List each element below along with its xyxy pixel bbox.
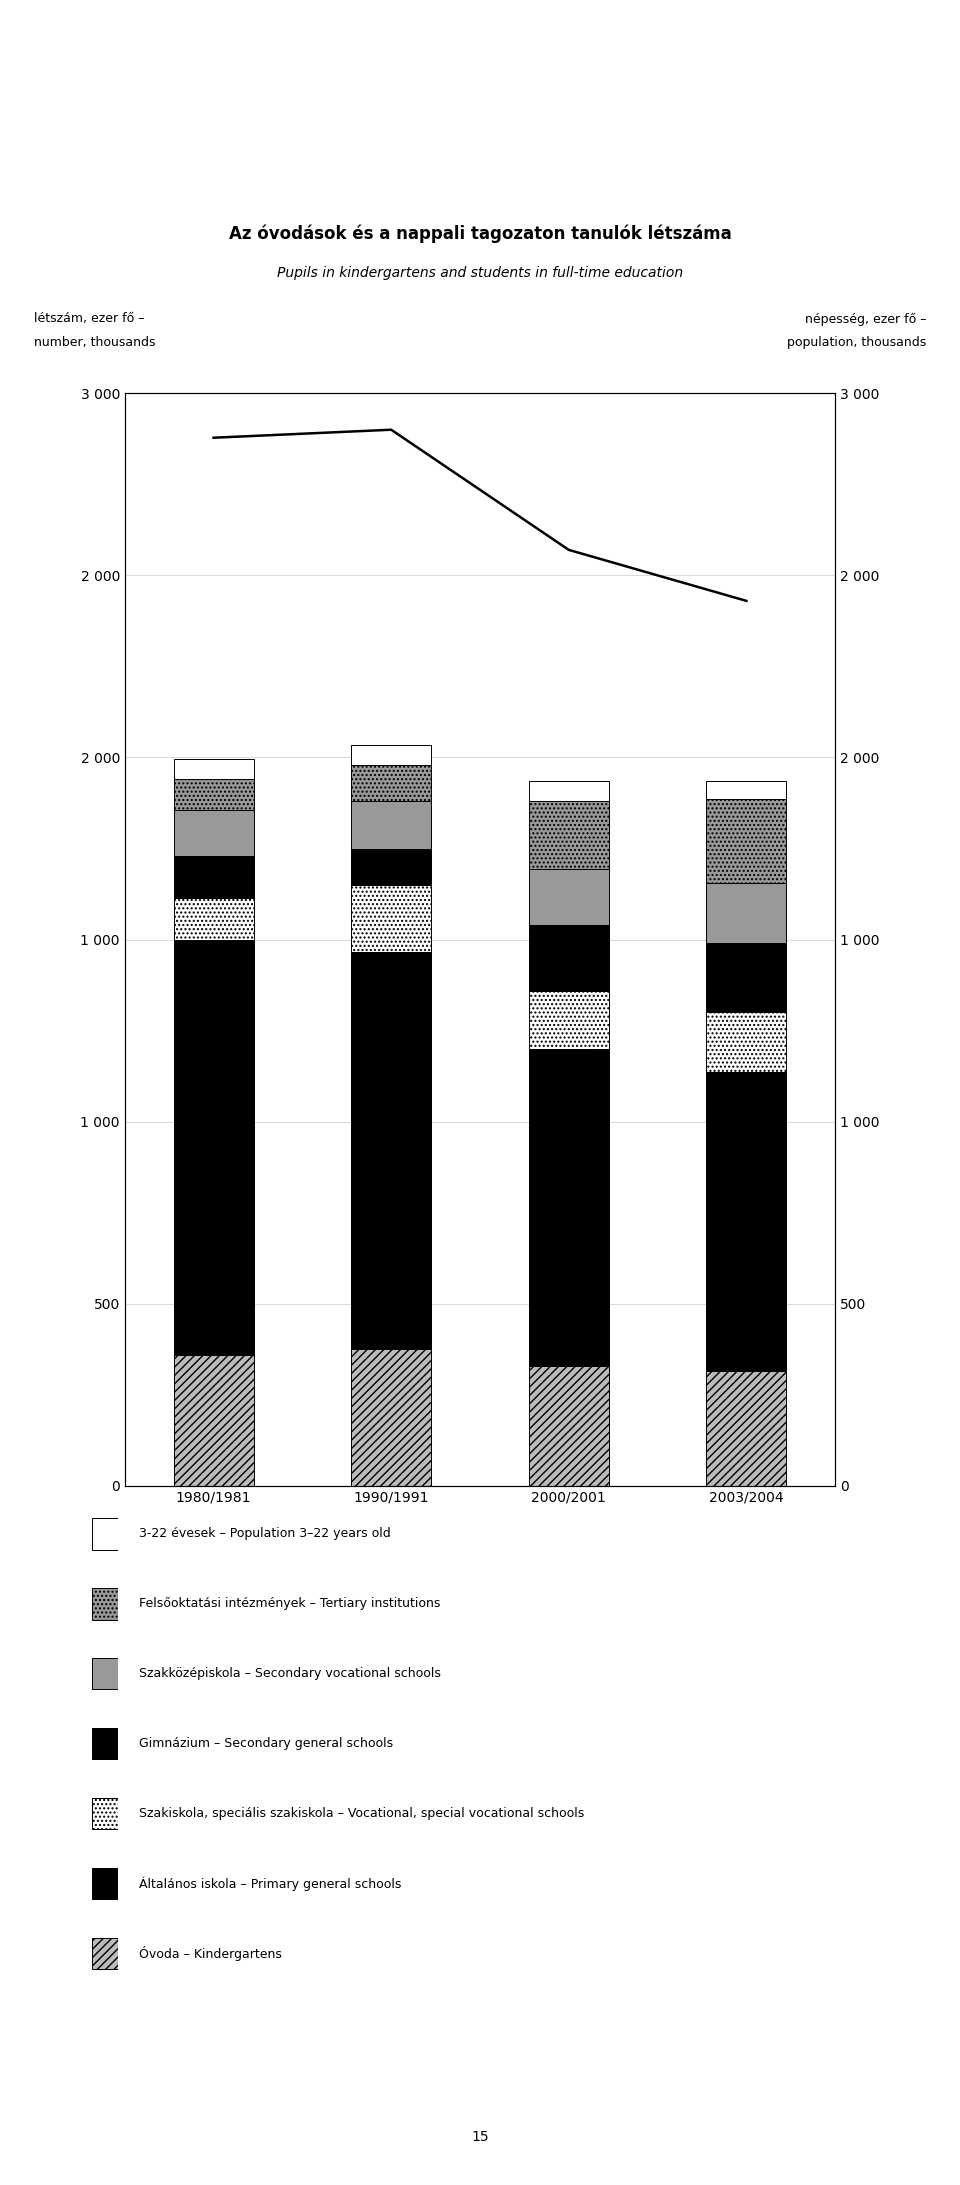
Bar: [707, 883, 786, 944]
Bar: [351, 953, 431, 1348]
Bar: [529, 1366, 609, 1486]
Bar: [351, 802, 431, 848]
Bar: [707, 1372, 786, 1486]
Text: Gimnázium – Secondary general schools: Gimnázium – Secondary general schools: [139, 1737, 394, 1750]
Text: Az óvodások és a nappali tagozaton tanulók létszáma: Az óvodások és a nappali tagozaton tanul…: [228, 225, 732, 243]
Bar: [174, 811, 253, 857]
Bar: [174, 780, 253, 811]
Text: population, thousands: population, thousands: [787, 336, 926, 350]
Text: Felsőoktatási intézmények – Tertiary institutions: Felsőoktatási intézmények – Tertiary ins…: [139, 1597, 441, 1610]
Bar: [529, 802, 609, 867]
Text: népesség, ezer fő –: népesség, ezer fő –: [804, 312, 926, 326]
Text: number, thousands: number, thousands: [34, 336, 156, 350]
Bar: [707, 800, 786, 883]
Bar: [351, 885, 431, 953]
Bar: [174, 940, 253, 1355]
Bar: [707, 1012, 786, 1073]
Text: 15: 15: [471, 2130, 489, 2143]
Bar: [174, 898, 253, 940]
Bar: [707, 944, 786, 1012]
Bar: [529, 867, 609, 924]
Bar: [529, 924, 609, 990]
Bar: [174, 758, 253, 780]
Text: Óvoda – Kindergartens: Óvoda – Kindergartens: [139, 1947, 282, 1960]
Bar: [351, 1348, 431, 1486]
Bar: [707, 1073, 786, 1372]
Bar: [529, 780, 609, 802]
Bar: [529, 1049, 609, 1366]
Bar: [351, 765, 431, 802]
Bar: [351, 848, 431, 885]
Bar: [174, 1355, 253, 1486]
Bar: [707, 782, 786, 800]
Text: Szakiskola, speciális szakiskola – Vocational, special vocational schools: Szakiskola, speciális szakiskola – Vocat…: [139, 1807, 585, 1820]
Text: Általános iskola – Primary general schools: Általános iskola – Primary general schoo…: [139, 1877, 401, 1890]
Bar: [529, 990, 609, 1049]
Text: létszám, ezer fő –: létszám, ezer fő –: [34, 312, 144, 326]
Text: Pupils in kindergartens and students in full-time education: Pupils in kindergartens and students in …: [276, 267, 684, 280]
Text: 3-22 évesek – Population 3–22 years old: 3-22 évesek – Population 3–22 years old: [139, 1527, 391, 1540]
Bar: [174, 857, 253, 898]
Text: Szakközépiskola – Secondary vocational schools: Szakközépiskola – Secondary vocational s…: [139, 1667, 441, 1680]
Bar: [351, 745, 431, 765]
